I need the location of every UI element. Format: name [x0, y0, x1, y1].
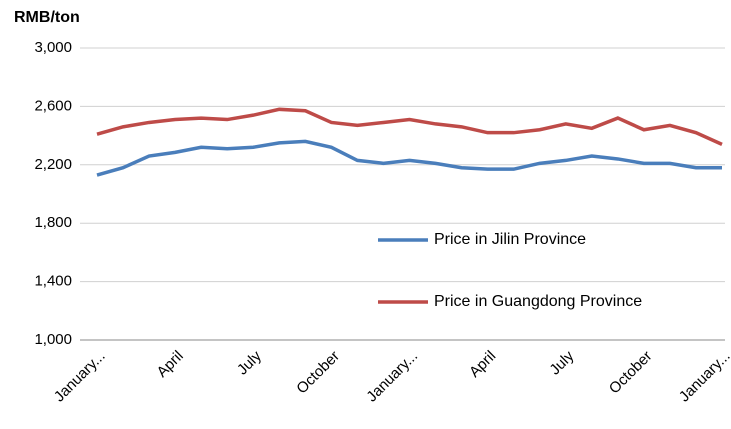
- y-tick-label: 2,200: [34, 156, 72, 173]
- y-tick-label: 2,600: [34, 97, 72, 114]
- x-tick-label: January...: [363, 348, 421, 406]
- series-line: [96, 139, 722, 177]
- x-tick-label: July: [234, 347, 265, 378]
- y-tick-label: 1,800: [34, 214, 72, 231]
- x-tick-label: July: [546, 347, 577, 378]
- legend-label: Price in Jilin Province: [434, 231, 586, 248]
- y-tick-label: 1,000: [34, 331, 72, 348]
- x-tick-label: April: [466, 348, 499, 381]
- x-tick-label: January...: [676, 348, 731, 406]
- x-tick-label: October: [293, 348, 343, 398]
- x-tick-label: October: [606, 348, 656, 398]
- x-tick-label: April: [154, 348, 187, 381]
- y-tick-label: 3,000: [34, 39, 72, 56]
- legend-label: Price in Guangdong Province: [434, 293, 642, 310]
- series-line: [96, 107, 723, 146]
- x-tick-label: January...: [51, 348, 109, 406]
- y-axis-label: RMB/ton: [14, 9, 80, 26]
- y-tick-label: 1,400: [34, 273, 72, 290]
